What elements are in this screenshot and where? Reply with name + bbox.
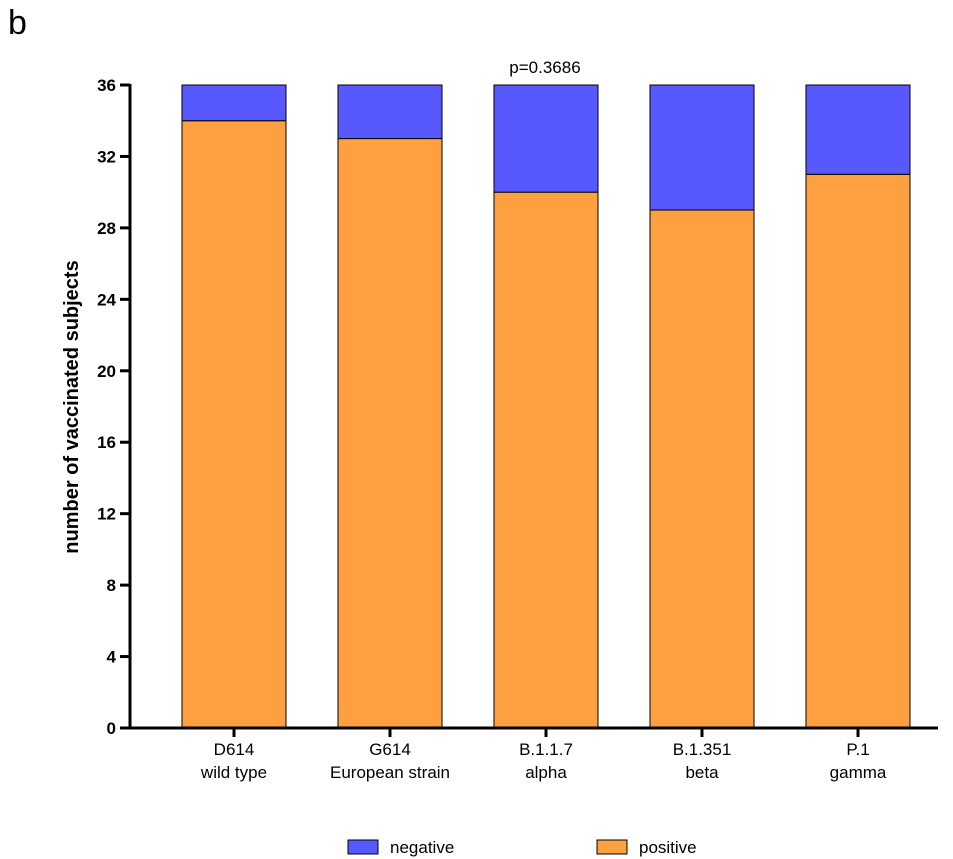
x-tick-label-0-0: D614 — [214, 740, 255, 759]
legend-label-negative: negative — [390, 838, 454, 857]
y-tick-label-5: 20 — [97, 362, 116, 381]
panel-label: b — [8, 4, 27, 42]
x-tick-label-3-1: beta — [685, 763, 719, 782]
x-tick-label-2-0: B.1.1.7 — [519, 740, 573, 759]
bar-positive-0 — [181, 120, 287, 729]
x-tick-label-2-1: alpha — [525, 763, 567, 782]
y-tick-label-2: 8 — [107, 576, 116, 595]
bars-group — [181, 84, 911, 729]
x-tick-label-1-1: European strain — [330, 763, 450, 782]
bar-negative-0 — [181, 84, 287, 122]
x-tick-label-3-0: B.1.351 — [673, 740, 732, 759]
bar-negative-3 — [649, 84, 755, 211]
bar-positive-2 — [493, 191, 599, 729]
legend-swatch-positive — [596, 839, 628, 855]
legend-swatch-negative — [347, 839, 379, 855]
y-tick-label-8: 32 — [97, 147, 116, 166]
axes-group: 0 4 8 12 16 20 24 28 32 36 D614 wild type G614 Europe… — [97, 76, 938, 782]
y-tick-label-6: 24 — [97, 290, 116, 309]
bar-negative-2 — [493, 84, 599, 193]
y-tick-label-3: 12 — [97, 505, 116, 524]
y-tick-label-1: 4 — [107, 648, 117, 667]
p-value-annotation: p=0.3686 — [509, 58, 580, 77]
bar-negative-1 — [337, 84, 443, 140]
x-tick-label-0-1: wild type — [200, 763, 267, 782]
y-tick-label-9: 36 — [97, 76, 116, 95]
legend-label-positive: positive — [639, 838, 697, 857]
bar-negative-4 — [805, 84, 911, 175]
y-axis-label: number of vaccinated subjects — [61, 260, 83, 553]
x-tick-label-1-0: G614 — [369, 740, 411, 759]
x-tick-label-4-0: P.1 — [846, 740, 869, 759]
x-tick-label-4-1: gamma — [830, 763, 887, 782]
bar-positive-4 — [805, 173, 911, 729]
y-tick-label-7: 28 — [97, 219, 116, 238]
bar-positive-3 — [649, 209, 755, 729]
y-tick-label-4: 16 — [97, 433, 116, 452]
legend: negative positive — [347, 838, 697, 857]
bar-positive-1 — [337, 138, 443, 729]
y-tick-label-0: 0 — [107, 719, 116, 738]
